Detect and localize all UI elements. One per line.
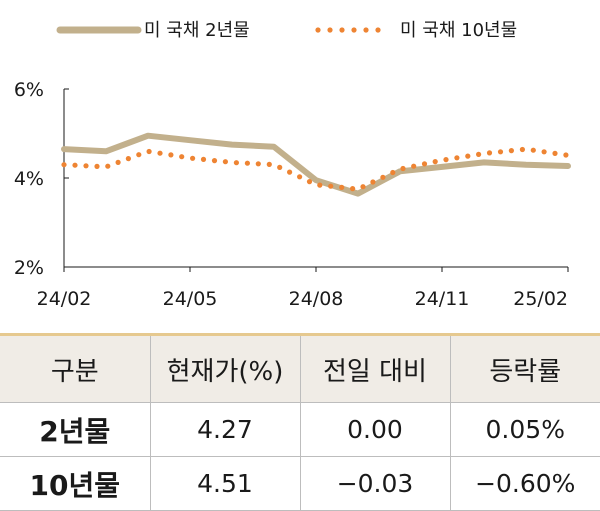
series-dot bbox=[411, 164, 416, 169]
legend-label-2y: 미 국채 2년물 bbox=[144, 20, 250, 41]
series-dot bbox=[552, 151, 557, 156]
series-dot bbox=[390, 170, 395, 175]
legend-swatch-10y bbox=[315, 27, 380, 32]
series-dot bbox=[157, 151, 162, 156]
series-dot bbox=[256, 161, 261, 166]
x-axis: 24/02 24/05 24/08 24/11 25/02 bbox=[37, 267, 568, 310]
series-10y-line bbox=[61, 147, 568, 191]
x-tick-label: 25/02 bbox=[513, 288, 568, 310]
series-dot bbox=[476, 152, 481, 157]
treasury-yield-chart: 미 국채 2년물 미 국채 10년물 6% 4% 2% 24/02 24/05 … bbox=[0, 0, 600, 320]
x-tick-label: 24/11 bbox=[415, 288, 470, 310]
series-dot bbox=[339, 185, 344, 190]
series-dot bbox=[201, 157, 206, 162]
y-tick-label: 6% bbox=[14, 79, 44, 101]
series-dot bbox=[563, 152, 568, 157]
series-dot bbox=[245, 161, 250, 166]
series-dot bbox=[487, 150, 492, 155]
legend-dot bbox=[351, 27, 356, 32]
series-2y-line bbox=[64, 136, 568, 194]
series-dot bbox=[520, 147, 525, 152]
series-dot bbox=[126, 156, 131, 161]
series-dot bbox=[83, 163, 88, 168]
series-dot bbox=[267, 162, 272, 167]
series-dot bbox=[317, 183, 322, 188]
header-current-price: 현재가(%) bbox=[150, 335, 300, 403]
series-dot bbox=[422, 161, 427, 166]
header-change-rate: 등락률 bbox=[450, 335, 600, 403]
series-dot bbox=[287, 170, 292, 175]
series-dot bbox=[72, 163, 77, 168]
series-dot bbox=[380, 175, 385, 180]
row-label: 10년물 bbox=[0, 457, 150, 511]
series-dot bbox=[454, 155, 459, 160]
series-dot bbox=[94, 164, 99, 169]
series-dot bbox=[328, 184, 333, 189]
row-label: 2년물 bbox=[0, 403, 150, 457]
y-axis: 6% 4% 2% bbox=[14, 79, 69, 279]
x-tick-label: 24/08 bbox=[289, 288, 344, 310]
series-dot bbox=[136, 152, 141, 157]
series-dot bbox=[360, 184, 365, 189]
series-dot bbox=[190, 156, 195, 161]
series-dot bbox=[277, 165, 282, 170]
legend-dot bbox=[339, 27, 344, 32]
series-dot bbox=[297, 174, 302, 179]
table-row: 2년물 4.27 0.00 0.05% bbox=[0, 403, 600, 457]
series-dot bbox=[179, 154, 184, 159]
series-dot bbox=[168, 152, 173, 157]
legend-dot bbox=[327, 27, 332, 32]
series-dot bbox=[234, 160, 239, 165]
day-change-cell: −0.03 bbox=[300, 457, 450, 511]
series-layer bbox=[61, 136, 568, 194]
current-price-cell: 4.27 bbox=[150, 403, 300, 457]
series-dot bbox=[212, 158, 217, 163]
series-dot bbox=[465, 154, 470, 159]
y-tick-label: 4% bbox=[14, 168, 44, 190]
header-category: 구분 bbox=[0, 335, 150, 403]
series-dot bbox=[370, 179, 375, 184]
day-change-cell: 0.00 bbox=[300, 403, 450, 457]
series-dot bbox=[509, 148, 514, 153]
x-tick-label: 24/02 bbox=[37, 288, 92, 310]
series-dot bbox=[116, 160, 121, 165]
y-tick-label: 2% bbox=[14, 257, 44, 279]
legend: 미 국채 2년물 미 국채 10년물 bbox=[60, 20, 517, 41]
series-dot bbox=[433, 159, 438, 164]
series-dot bbox=[542, 149, 547, 154]
series-dot bbox=[223, 159, 228, 164]
series-dot bbox=[498, 149, 503, 154]
table-header-row: 구분 현재가(%) 전일 대비 등락률 bbox=[0, 335, 600, 403]
series-dot bbox=[531, 148, 536, 153]
series-dot bbox=[443, 157, 448, 162]
legend-dot bbox=[375, 27, 380, 32]
legend-dot bbox=[315, 27, 320, 32]
table-row: 10년물 4.51 −0.03 −0.60% bbox=[0, 457, 600, 511]
legend-label-10y: 미 국채 10년물 bbox=[400, 20, 517, 41]
series-dot bbox=[147, 149, 152, 154]
current-price-cell: 4.51 bbox=[150, 457, 300, 511]
series-dot bbox=[350, 186, 355, 191]
x-tick-label: 24/05 bbox=[163, 288, 218, 310]
yield-summary-table: 구분 현재가(%) 전일 대비 등락률 2년물 4.27 0.00 0.05% … bbox=[0, 333, 600, 511]
header-day-change: 전일 대비 bbox=[300, 335, 450, 403]
series-dot bbox=[105, 164, 110, 169]
change-rate-cell: −0.60% bbox=[450, 457, 600, 511]
change-rate-cell: 0.05% bbox=[450, 403, 600, 457]
series-dot bbox=[400, 166, 405, 171]
series-dot bbox=[307, 179, 312, 184]
legend-dot bbox=[363, 27, 368, 32]
